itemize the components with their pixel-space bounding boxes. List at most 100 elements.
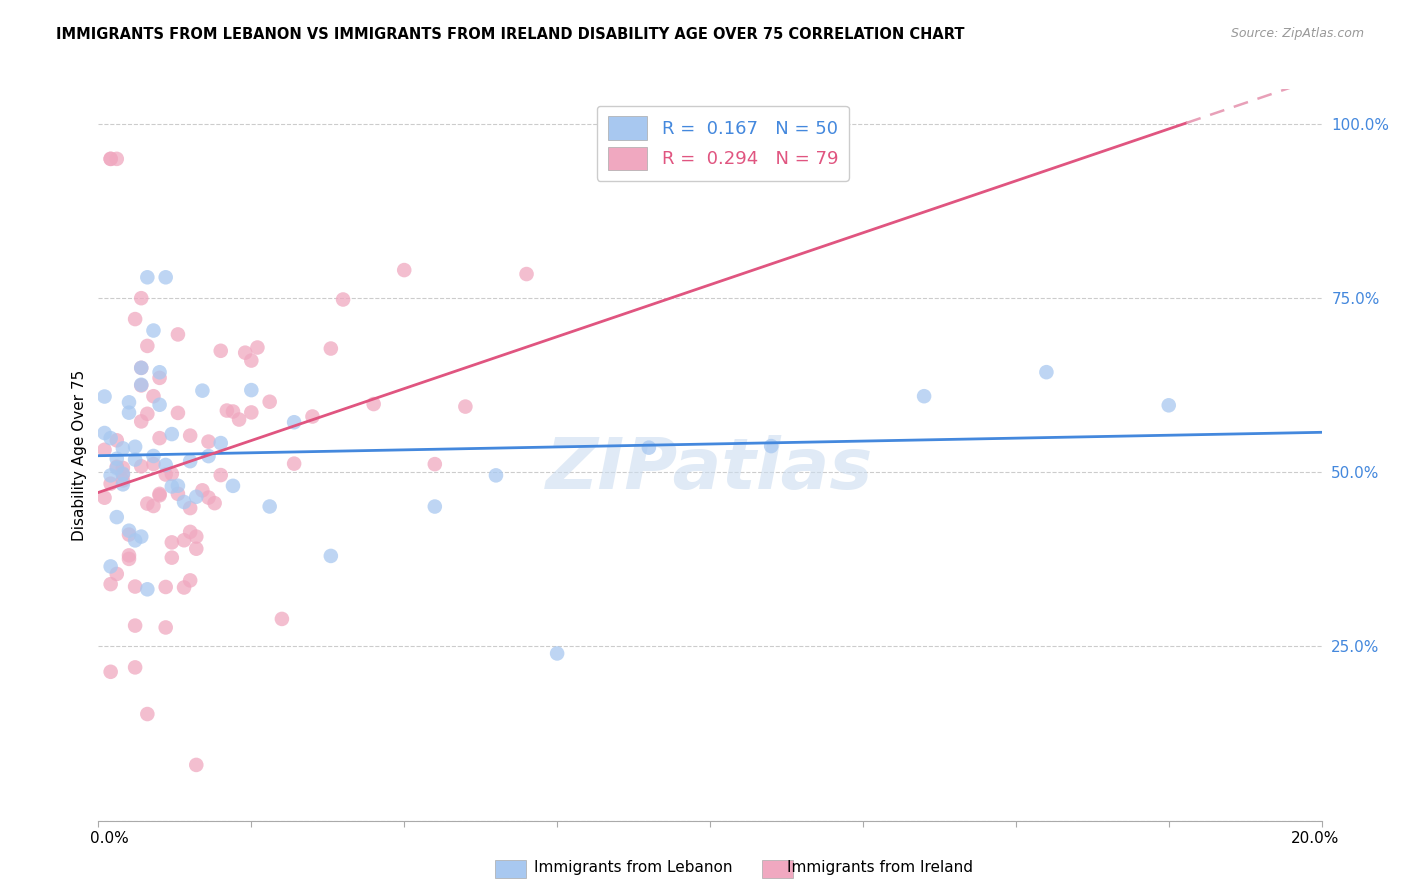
Point	[93, 442, 115, 457]
Point	[118, 527, 141, 541]
Point	[240, 383, 263, 397]
Point	[105, 510, 128, 524]
Point	[129, 414, 152, 428]
Point	[160, 467, 183, 481]
Point	[186, 490, 208, 504]
Point	[209, 436, 232, 450]
Point	[516, 267, 538, 281]
Point	[129, 530, 152, 544]
Point	[179, 501, 201, 516]
Point	[118, 549, 141, 563]
Point	[173, 581, 195, 595]
Point	[454, 400, 477, 414]
Point	[301, 409, 323, 424]
Point	[105, 461, 128, 475]
Point	[118, 395, 141, 409]
Point	[149, 371, 172, 385]
Point	[912, 389, 935, 403]
Point	[142, 457, 165, 471]
Point	[118, 406, 141, 420]
Point	[423, 500, 446, 514]
Point	[111, 467, 134, 481]
Point	[1035, 365, 1057, 379]
Point	[283, 457, 305, 471]
Point	[160, 479, 183, 493]
Point	[155, 270, 177, 285]
Point	[105, 434, 128, 448]
Text: ZIPatlas: ZIPatlas	[547, 435, 873, 504]
Point	[167, 487, 190, 501]
Point	[136, 339, 159, 353]
Point	[136, 270, 159, 285]
Text: Source: ZipAtlas.com: Source: ZipAtlas.com	[1230, 27, 1364, 40]
Point	[129, 377, 152, 392]
Point	[179, 574, 201, 588]
Point	[209, 468, 232, 483]
Point	[283, 415, 305, 429]
Point	[222, 404, 245, 418]
Point	[124, 580, 146, 594]
Point	[186, 541, 208, 556]
Point	[191, 384, 214, 398]
Text: Immigrants from Ireland: Immigrants from Ireland	[787, 860, 973, 874]
Point	[1157, 398, 1180, 412]
Point	[118, 524, 141, 538]
Point	[118, 552, 141, 566]
Point	[136, 706, 159, 721]
Text: Immigrants from Lebanon: Immigrants from Lebanon	[534, 860, 733, 874]
Point	[105, 459, 128, 474]
Point	[93, 491, 115, 505]
Point	[215, 403, 238, 417]
Point	[160, 550, 183, 565]
Point	[637, 441, 661, 455]
Point	[179, 454, 201, 468]
Point	[129, 291, 152, 305]
Point	[100, 152, 122, 166]
Point	[179, 428, 201, 442]
Point	[204, 496, 226, 510]
Point	[546, 647, 568, 661]
Legend: R =  0.167   N = 50, R =  0.294   N = 79: R = 0.167 N = 50, R = 0.294 N = 79	[596, 105, 849, 181]
Point	[240, 405, 263, 419]
Point	[124, 440, 146, 454]
Point	[111, 467, 134, 482]
Point	[332, 293, 354, 307]
Point	[167, 479, 190, 493]
Point	[136, 497, 159, 511]
Text: 0.0%: 0.0%	[90, 831, 129, 846]
Point	[191, 483, 214, 498]
Point	[124, 533, 146, 548]
Point	[149, 488, 172, 502]
Point	[186, 530, 208, 544]
Point	[100, 152, 122, 166]
Point	[100, 577, 122, 591]
Point	[93, 390, 115, 404]
Point	[392, 263, 416, 277]
Point	[136, 407, 159, 421]
Point	[270, 612, 292, 626]
Point	[100, 665, 122, 679]
Point	[197, 491, 219, 505]
Point	[129, 459, 152, 474]
Point	[129, 360, 152, 375]
Point	[129, 360, 152, 375]
Point	[105, 566, 128, 581]
Point	[167, 406, 190, 420]
Point	[100, 431, 122, 445]
Point	[111, 474, 134, 488]
Point	[155, 620, 177, 634]
Text: IMMIGRANTS FROM LEBANON VS IMMIGRANTS FROM IRELAND DISABILITY AGE OVER 75 CORREL: IMMIGRANTS FROM LEBANON VS IMMIGRANTS FR…	[56, 27, 965, 42]
Point	[179, 524, 201, 539]
Point	[124, 618, 146, 632]
Point	[233, 345, 256, 359]
Point	[155, 467, 177, 482]
Point	[142, 324, 165, 338]
Point	[124, 452, 146, 467]
Point	[363, 397, 385, 411]
Point	[209, 343, 232, 358]
Point	[129, 378, 152, 392]
Point	[160, 427, 183, 442]
Point	[142, 449, 165, 463]
Point	[111, 442, 134, 456]
Point	[197, 434, 219, 449]
